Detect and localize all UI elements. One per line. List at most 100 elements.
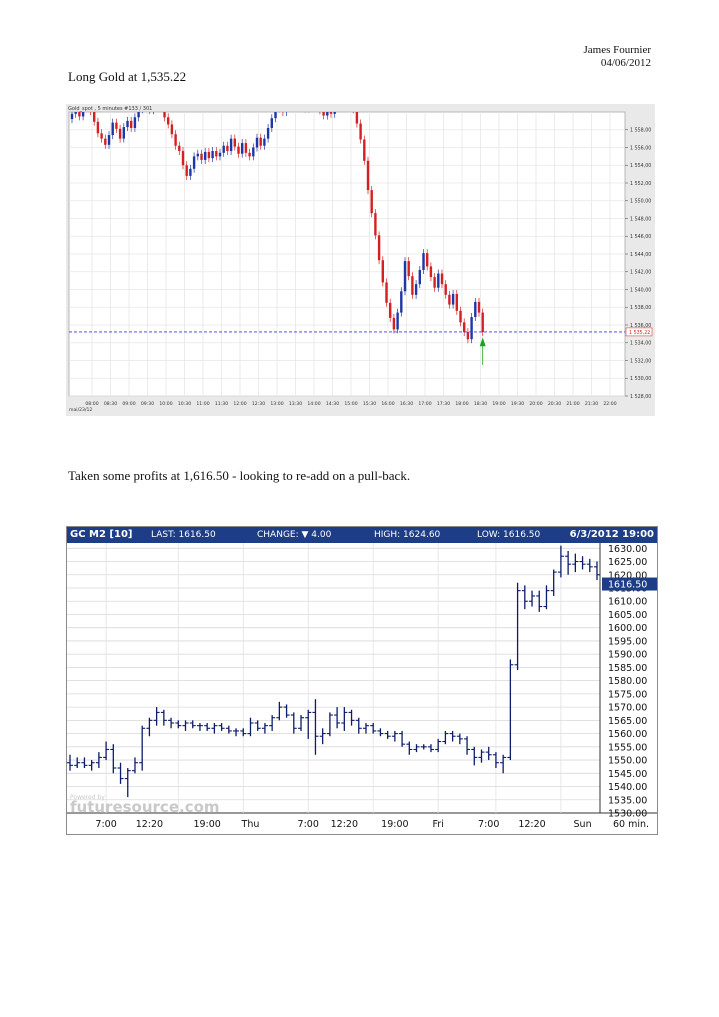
- y-tick-label: 1585.00: [608, 663, 647, 674]
- candle-body: [163, 112, 166, 118]
- candle-body: [474, 301, 477, 318]
- candle-body: [377, 235, 381, 261]
- candle-body: [392, 317, 396, 330]
- y-tick-label: 1 528,00: [630, 394, 651, 400]
- candle-body: [311, 104, 313, 105]
- candle-body: [145, 104, 147, 105]
- x-tick-label: 7:00: [478, 819, 499, 830]
- x-tick-label: 14:30: [326, 401, 339, 407]
- y-tick-label: 1560.00: [608, 729, 647, 740]
- x-tick-label: 17:30: [437, 401, 450, 407]
- author-date: 04/06/2012: [600, 57, 651, 69]
- candle-body: [411, 276, 414, 295]
- candle-body: [122, 127, 125, 139]
- candle-body: [326, 112, 329, 116]
- chart-high: HIGH: 1624.60: [374, 530, 441, 540]
- watermark-small: Powered by: [70, 794, 105, 801]
- candle-body: [222, 145, 225, 153]
- candle-body: [400, 291, 403, 313]
- candle-body: [466, 332, 470, 340]
- candle-body: [174, 134, 177, 146]
- candle-body: [359, 123, 362, 140]
- candle-body: [370, 190, 373, 214]
- author-block: James Fournier 04/06/2012: [583, 44, 651, 70]
- candle-body: [263, 138, 266, 146]
- x-tick-label: 20:00: [529, 401, 542, 407]
- candle-body: [293, 104, 295, 107]
- candle-body: [178, 145, 181, 152]
- watermark-logo: futuresource.com: [70, 798, 220, 816]
- candle-body: [152, 104, 154, 110]
- x-tick-label: 12:30: [252, 401, 265, 407]
- x-tick-label: 11:00: [196, 401, 209, 407]
- candle-body: [244, 143, 248, 153]
- candle-body: [192, 156, 196, 169]
- x-tick-label: 14:00: [307, 401, 320, 407]
- candle-body: [181, 151, 185, 166]
- candle-body: [444, 284, 447, 295]
- candle-body: [437, 273, 440, 288]
- candle-body: [470, 317, 473, 340]
- x-tick-label: 12:20: [518, 819, 545, 830]
- x-tick-label: 09:00: [122, 401, 135, 407]
- gold-5min-chart: Gold_spot , 5 minutes #133 / 301 08:00 08:…: [66, 104, 655, 416]
- candle-body: [107, 135, 111, 145]
- candle-body: [418, 269, 421, 285]
- candle-body: [218, 152, 222, 157]
- candle-body: [104, 138, 107, 145]
- y-tick-label: 1 552,00: [630, 181, 651, 187]
- y-tick-label: 1620.00: [608, 570, 647, 581]
- candle-body: [285, 104, 287, 112]
- y-tick-label: 1540.00: [608, 782, 647, 793]
- entry-level-box: [625, 327, 653, 337]
- candle-body: [426, 253, 429, 267]
- x-tick-label: 12:20: [331, 819, 358, 830]
- candle-body: [463, 322, 466, 333]
- candle-body: [185, 165, 188, 176]
- candle-body: [252, 147, 255, 157]
- x-tick-label: 09:30: [141, 401, 154, 407]
- candle-body: [315, 104, 317, 105]
- x-tick-label: 19:30: [511, 401, 524, 407]
- x-tick-label: 19:00: [381, 819, 408, 830]
- candle-body: [215, 151, 218, 157]
- x-tick-label: 19:00: [492, 401, 505, 407]
- candle-body: [207, 151, 211, 159]
- candle-body: [229, 138, 233, 152]
- candle-body: [433, 277, 436, 288]
- candle-body: [274, 112, 277, 119]
- candle-body: [448, 294, 451, 305]
- candle-body: [352, 104, 354, 109]
- x-tick-label: Sun: [574, 819, 592, 830]
- candle-body: [100, 133, 103, 139]
- chart-change: CHANGE: ▼ 4.00: [257, 530, 332, 540]
- gold-futures-60min-chart-svg: 1630.001625.001620.001615.001610.001605.…: [67, 543, 657, 830]
- y-tick-label: 1 540,00: [630, 287, 651, 293]
- candle-body: [226, 145, 229, 152]
- y-tick-label: 1 530,00: [630, 376, 651, 382]
- candle-body: [189, 168, 192, 176]
- candle-body: [126, 120, 129, 128]
- x-tick-label: 20:30: [548, 401, 561, 407]
- y-tick-label: 1 544,00: [630, 252, 651, 258]
- candle-body: [196, 153, 199, 157]
- y-tick-label: 1590.00: [608, 650, 647, 661]
- candle-body: [167, 117, 170, 125]
- x-date-label: mai/23/12: [69, 407, 92, 413]
- candle-body: [319, 104, 321, 110]
- x-tick-label: 08:30: [104, 401, 117, 407]
- candle-body: [233, 138, 236, 147]
- candle-body: [74, 112, 77, 114]
- candle-body: [211, 151, 214, 159]
- candle-body: [78, 112, 81, 117]
- x-tick-label: 21:00: [566, 401, 579, 407]
- gold-5min-chart-svg: Gold_spot , 5 minutes #133 / 301 08:00 08:…: [68, 104, 653, 413]
- y-tick-label: 1550.00: [608, 756, 647, 767]
- y-tick-label: 1570.00: [608, 703, 647, 714]
- candle-body: [322, 112, 325, 116]
- y-tick-label: 1565.00: [608, 716, 647, 727]
- y-tick-label: 1 538,00: [630, 305, 651, 311]
- x-tick-label: 17:00: [418, 401, 431, 407]
- x-tick-label: Thu: [241, 819, 260, 830]
- candle-body: [115, 122, 118, 129]
